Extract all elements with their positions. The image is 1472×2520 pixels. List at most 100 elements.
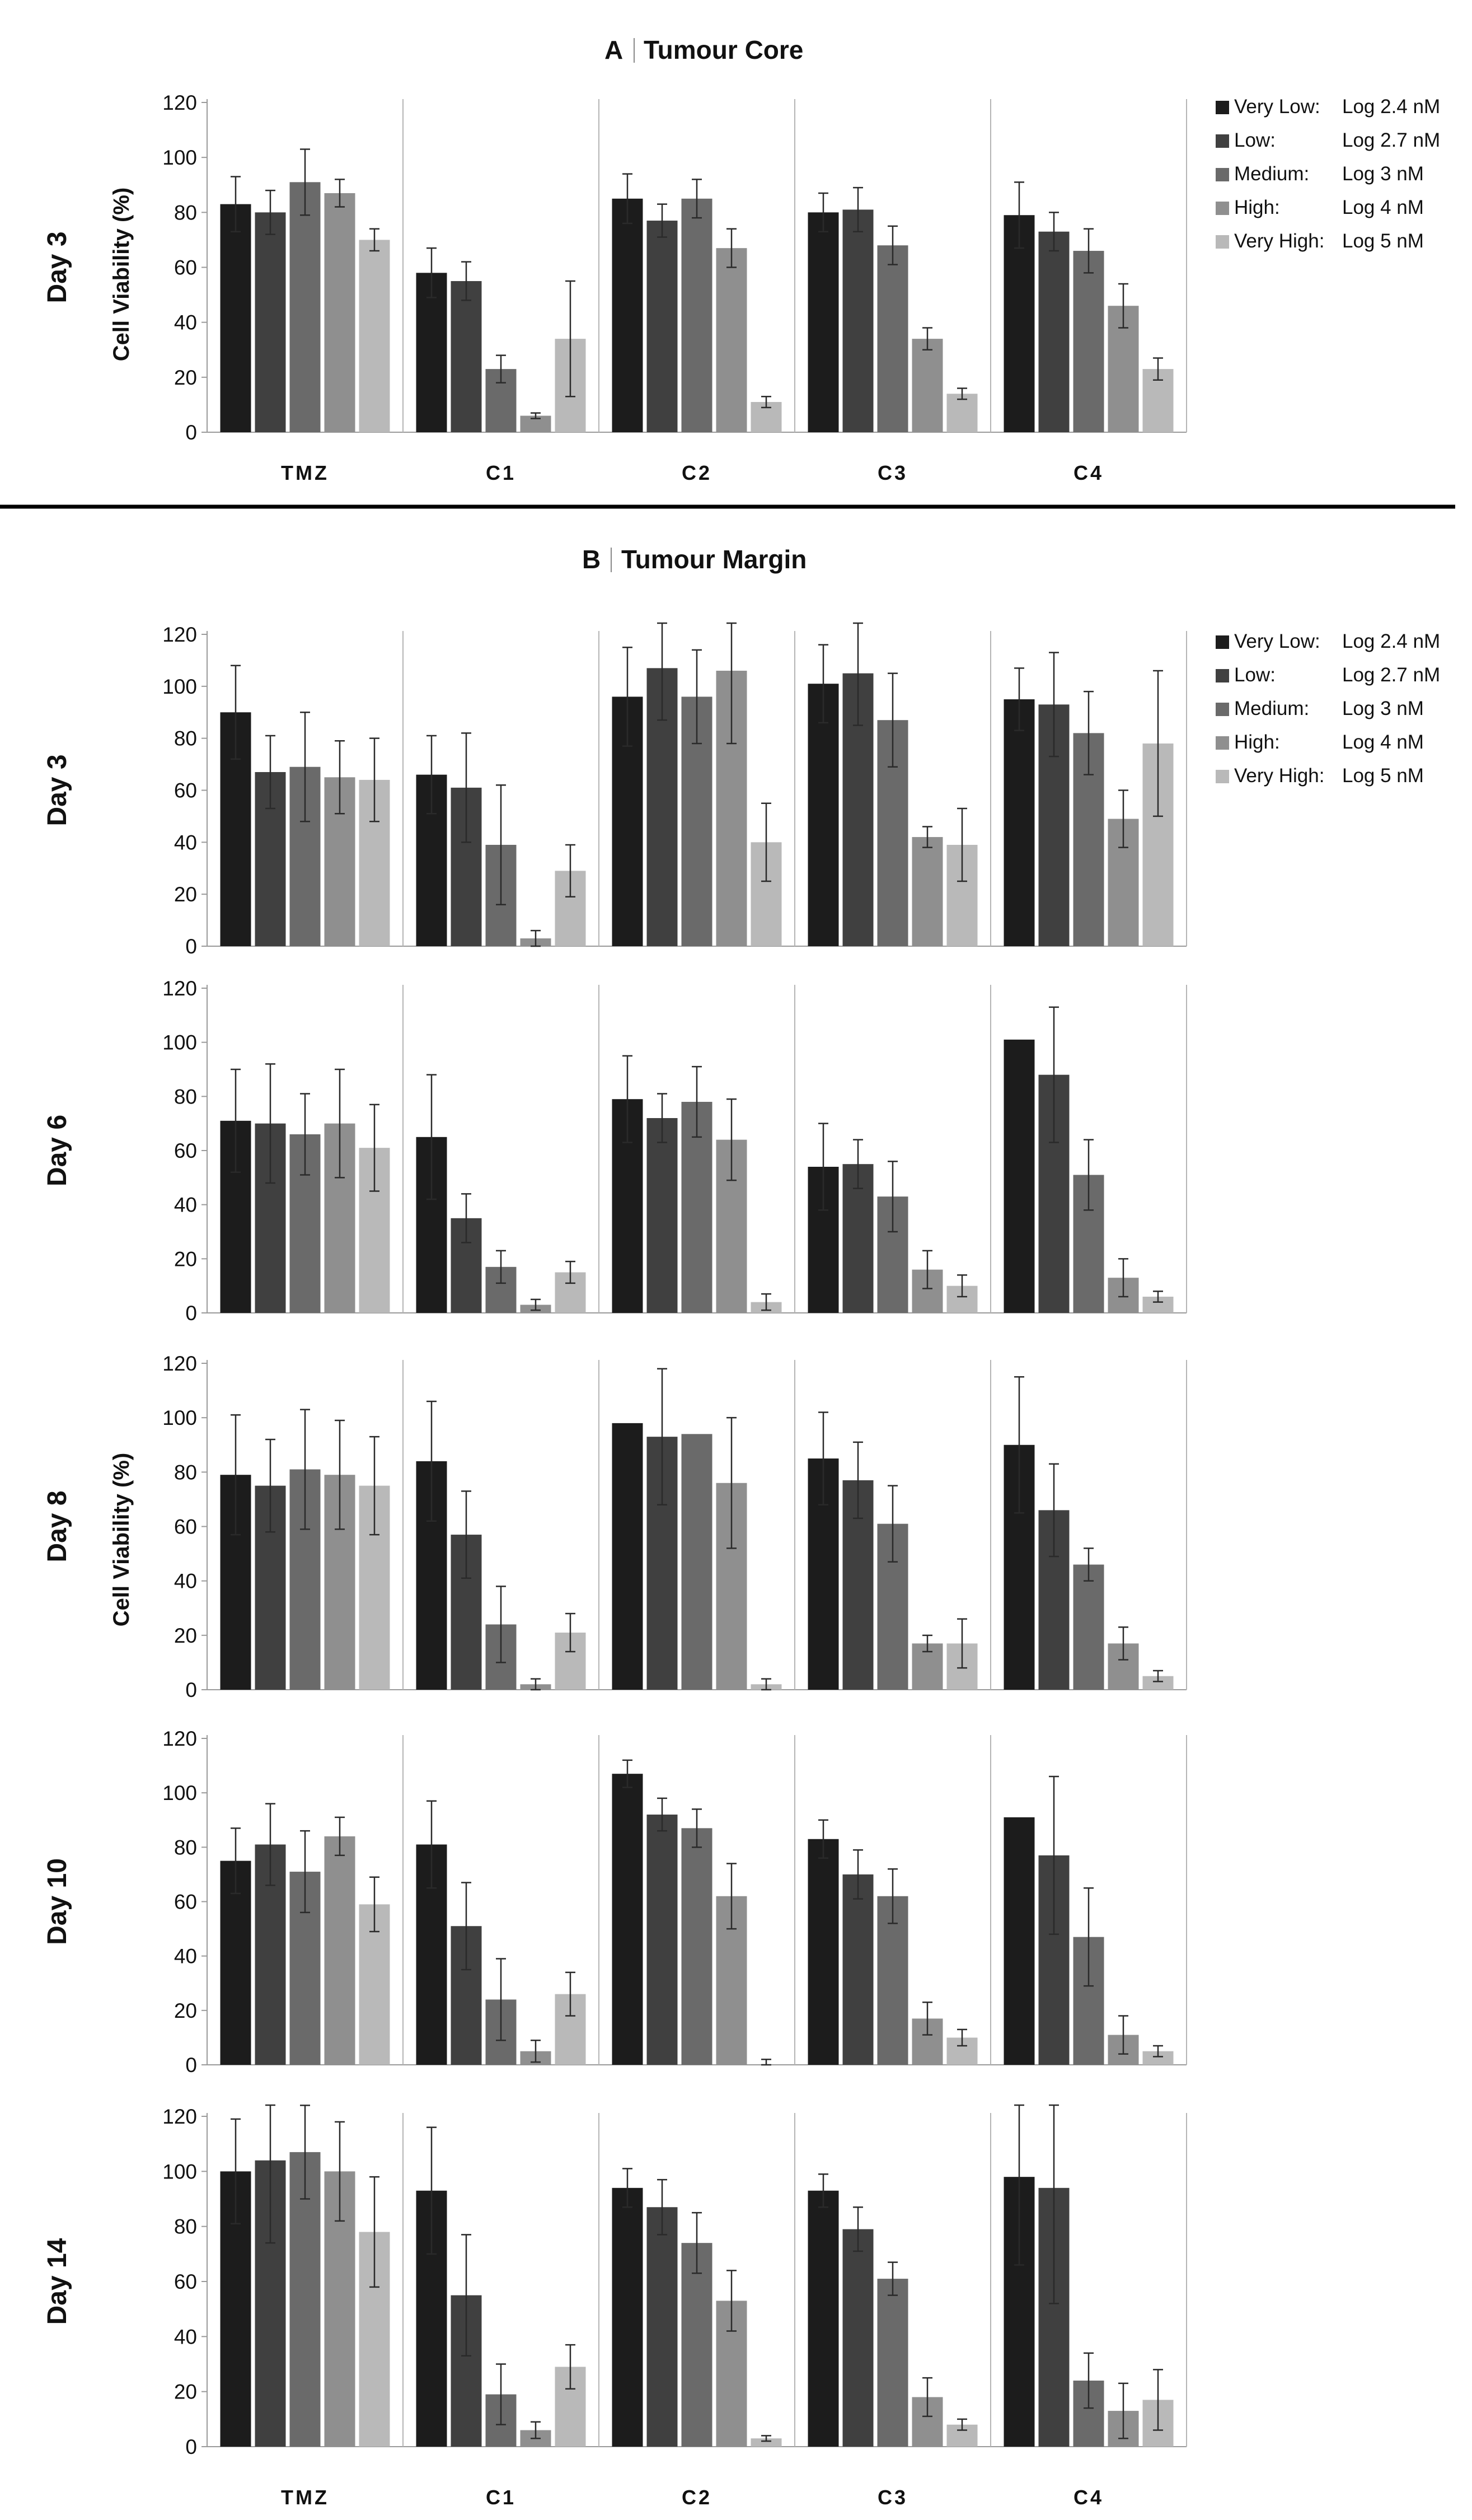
bar — [912, 837, 943, 946]
tumour-margin-day14-chart: 0 20 40 60 80 100 120 Day 14 — [43, 2104, 1187, 2458]
row-label: Day 6 — [43, 1115, 72, 1186]
bar — [220, 1860, 251, 2065]
panel-a-letter: A — [604, 35, 623, 64]
legend-swatch — [1216, 202, 1229, 215]
y-tick-label: 120 — [162, 1352, 197, 1375]
y-tick-label: 80 — [174, 1085, 197, 1108]
bar — [842, 2229, 874, 2447]
bar — [1073, 251, 1104, 432]
row-label: Day 8 — [43, 1490, 72, 1562]
panel-b-letter: B — [582, 545, 601, 574]
tumour-margin-day6-chart: 0 20 40 60 80 100 120 Day 6 — [43, 977, 1187, 1325]
legend-item: Medium: Log 3 nM — [1216, 698, 1424, 719]
legend-dose: Log 2.4 nM — [1342, 96, 1440, 118]
panel-b-heading: B Tumour Margin — [582, 545, 807, 574]
y-tick-label: 60 — [174, 256, 197, 279]
y-tick-label: 0 — [185, 1302, 197, 1325]
category-label-c4: C4 — [1073, 2486, 1104, 2509]
y-tick-label: 0 — [185, 421, 197, 444]
panel-b-title: Tumour Margin — [621, 545, 807, 574]
legend-swatch — [1216, 134, 1229, 148]
y-tick-label: 40 — [174, 1570, 197, 1593]
category-label-c4: C4 — [1073, 461, 1104, 484]
bar — [1073, 1564, 1104, 1690]
bar — [416, 273, 447, 432]
y-tick-label: 100 — [162, 1406, 197, 1429]
panel-b-category-labels: TMZ C1 C2 C3 C4 — [281, 2486, 1104, 2509]
bar — [716, 248, 747, 432]
legend-dose: Log 2.4 nM — [1342, 630, 1440, 652]
panel-a-heading: A Tumour Core — [604, 35, 803, 64]
category-label-c3: C3 — [878, 461, 908, 484]
y-tick-label: 20 — [174, 1624, 197, 1647]
category-label-tmz: TMZ — [281, 2486, 329, 2509]
y-tick-label: 80 — [174, 727, 197, 750]
panel-b-y-axis-title: Cell Viability (%) — [109, 1453, 134, 1626]
bar — [646, 1118, 678, 1313]
legend-swatch — [1216, 168, 1229, 181]
legend-swatch — [1216, 736, 1229, 750]
y-tick-label: 120 — [162, 623, 197, 646]
y-tick-label: 0 — [185, 1679, 197, 1701]
bar — [842, 209, 874, 432]
tumour-margin-day8-chart: 0 20 40 60 80 100 120 Day 8 — [43, 1352, 1187, 1701]
y-tick-label: 80 — [174, 201, 197, 224]
category-label-c1: C1 — [486, 2486, 516, 2509]
bar — [612, 2187, 643, 2447]
y-tick-label: 60 — [174, 2270, 197, 2293]
y-tick-label: 0 — [185, 2435, 197, 2458]
y-tick-label: 0 — [185, 2054, 197, 2077]
y-tick-label: 40 — [174, 1945, 197, 1968]
bar — [842, 1874, 874, 2065]
panel-a-category-labels: TMZ C1 C2 C3 C4 — [281, 461, 1104, 484]
legend-swatch — [1216, 635, 1229, 649]
y-tick-label: 120 — [162, 91, 197, 114]
bar — [1004, 699, 1035, 946]
legend-item: Low: Log 2.7 nM — [1216, 664, 1440, 686]
bar — [877, 1896, 908, 2065]
y-tick-label: 120 — [162, 977, 197, 1000]
bar — [1004, 215, 1035, 432]
panel-a-title: Tumour Core — [644, 35, 803, 64]
legend-swatch — [1216, 703, 1229, 716]
bar — [946, 394, 978, 432]
legend-label: Medium: — [1234, 698, 1309, 719]
row-label: Day 10 — [43, 1858, 72, 1945]
legend-dose: Log 4 nM — [1342, 197, 1424, 218]
bar — [1004, 1039, 1035, 1313]
bar — [359, 240, 390, 432]
y-tick-label: 80 — [174, 1461, 197, 1484]
category-label-tmz: TMZ — [281, 461, 329, 484]
y-tick-label: 60 — [174, 1139, 197, 1162]
legend-label: Very High: — [1234, 765, 1324, 787]
bar — [681, 1828, 712, 2065]
y-tick-label: 40 — [174, 311, 197, 334]
y-tick-label: 20 — [174, 883, 197, 906]
category-label-c3: C3 — [878, 2486, 908, 2509]
bar — [877, 2279, 908, 2447]
y-tick-label: 40 — [174, 831, 197, 854]
tumour-margin-day3-chart: 0 20 40 60 80 100 120 Day 3 — [43, 622, 1187, 958]
bar — [808, 2190, 839, 2447]
tumour-core-day3-chart: 0 20 40 60 80 100 120 Day 3 — [43, 91, 1187, 444]
bar — [220, 204, 251, 432]
legend-label: High: — [1234, 197, 1280, 218]
legend-item: Very High: Log 5 nM — [1216, 230, 1424, 252]
bar — [681, 198, 712, 432]
y-tick-label: 0 — [185, 935, 197, 958]
legend-panel-b: Very Low: Log 2.4 nM Low: Log 2.7 nM Med… — [1216, 630, 1440, 787]
y-tick-label: 40 — [174, 1194, 197, 1217]
bar — [681, 1434, 712, 1690]
legend-swatch — [1216, 235, 1229, 249]
row-label: Day 3 — [43, 231, 72, 303]
y-tick-label: 20 — [174, 366, 197, 389]
category-label-c2: C2 — [682, 461, 712, 484]
y-tick-label: 120 — [162, 1727, 197, 1750]
legend-dose: Log 5 nM — [1342, 230, 1424, 252]
panel-a-y-axis-title: Cell Viability (%) — [109, 188, 134, 361]
category-label-c2: C2 — [682, 2486, 712, 2509]
legend-label: High: — [1234, 731, 1280, 753]
y-tick-label: 20 — [174, 2381, 197, 2404]
legend-swatch — [1216, 101, 1229, 114]
